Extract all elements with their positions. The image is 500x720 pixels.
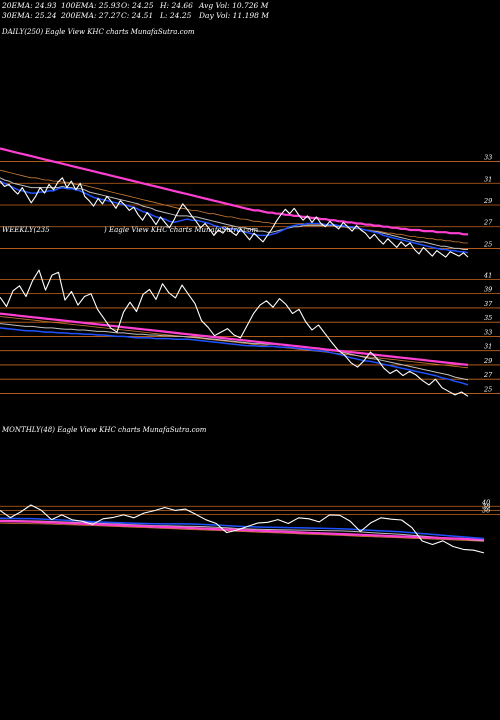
- header-ema30: 30EMA: 25.24: [2, 11, 57, 20]
- weekly-chart-title: WEEKLY(235: [2, 226, 50, 234]
- daily-ema30-line: [0, 177, 468, 250]
- daily-y-tick-label: 33: [484, 154, 492, 162]
- weekly-y-tick-label: 37: [484, 300, 493, 308]
- monthly-chart-title: MONTHLY(48) Eagle View KHC charts Munafa…: [1, 426, 207, 434]
- weekly-y-tick-label: 35: [484, 314, 492, 322]
- weekly-y-tick-label: 25: [483, 385, 492, 393]
- weekly-y-tick-label: 27: [483, 371, 493, 379]
- monthly-y-tick-label: 40: [481, 498, 490, 506]
- daily-y-tick-label: 25: [483, 240, 492, 248]
- header-avg-vol: Avg Vol: 10.726 M: [198, 1, 269, 10]
- daily-y-tick-label: 27: [483, 219, 493, 227]
- weekly-price-line: [0, 269, 469, 397]
- indicator-header: 20EMA: 24.93 100EMA: 25.93 O: 24.25 H: 2…: [1, 1, 269, 20]
- header-close: C: 24.51: [121, 11, 153, 20]
- daily-chart-panel: DAILY(250) Eagle View KHC charts MunafaS…: [0, 28, 500, 258]
- daily-price-line: [0, 177, 469, 258]
- header-ema100: 100EMA: 25.93: [61, 1, 120, 10]
- daily-ema20-line: [0, 180, 469, 254]
- weekly-ema30-line: [0, 323, 469, 381]
- header-open: O: 24.25: [121, 1, 154, 10]
- daily-ema100-line: [0, 169, 468, 244]
- weekly-ema200-line: [0, 312, 469, 366]
- monthly-ema200-line: [0, 520, 485, 541]
- weekly-y-tick-label: 39: [484, 286, 492, 294]
- weekly-y-tick-label: 41: [483, 271, 492, 279]
- weekly-chart-subtitle: ) Eagle View KHC charts MunafaSutra.com: [103, 226, 258, 234]
- daily-y-tick-label: 31: [484, 175, 492, 183]
- weekly-ema20-line: [0, 327, 469, 386]
- daily-ema200-line: [0, 147, 468, 236]
- daily-chart-title: DAILY(250) Eagle View KHC charts MunafaS…: [1, 28, 195, 36]
- monthly-ema100-line: [0, 522, 485, 542]
- header-ema200: 200EMA: 27.27: [60, 11, 120, 20]
- header-high: H: 24.66: [159, 1, 193, 10]
- header-low: L: 24.25: [159, 11, 192, 20]
- monthly-y-tick-label: 36: [482, 506, 490, 514]
- weekly-ema100-line: [0, 316, 469, 369]
- weekly-y-tick-label: 29: [483, 357, 492, 365]
- header-day-vol: Day Vol: 11.198 M: [198, 11, 269, 20]
- weekly-chart-panel: WEEKLY(235 ) Eagle View KHC charts Munaf…: [0, 226, 500, 397]
- monthly-chart-panel: MONTHLY(48) Eagle View KHC charts Munafa…: [0, 426, 500, 554]
- monthly-y-tick-label: 38: [482, 502, 490, 510]
- header-ema20: 20EMA: 24.93: [1, 1, 57, 10]
- weekly-y-tick-label: 31: [484, 343, 492, 351]
- monthly-price-line: [0, 504, 485, 554]
- daily-y-tick-label: 29: [483, 197, 492, 205]
- weekly-y-tick-label: 33: [484, 328, 492, 336]
